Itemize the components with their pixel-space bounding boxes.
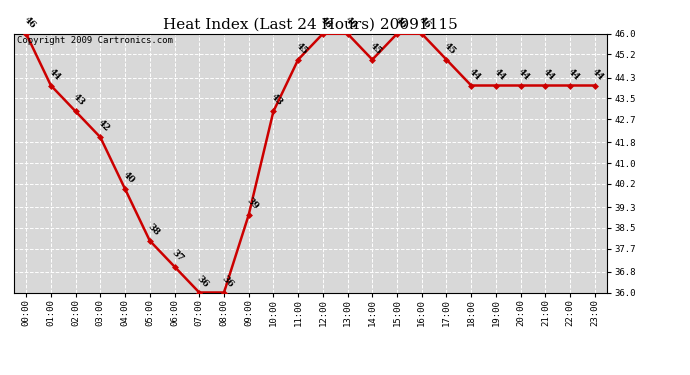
- Text: Copyright 2009 Cartronics.com: Copyright 2009 Cartronics.com: [17, 36, 172, 45]
- Text: 46: 46: [22, 15, 37, 30]
- Text: 44: 44: [492, 67, 507, 82]
- Text: 45: 45: [294, 41, 309, 56]
- Text: 44: 44: [467, 67, 482, 82]
- Text: 36: 36: [195, 274, 210, 289]
- Text: 44: 44: [541, 67, 556, 82]
- Text: 36: 36: [220, 274, 235, 289]
- Text: 46: 46: [344, 15, 359, 30]
- Title: Heat Index (Last 24 Hours) 20091115: Heat Index (Last 24 Hours) 20091115: [163, 17, 458, 31]
- Text: 43: 43: [269, 93, 284, 108]
- Text: 40: 40: [121, 170, 136, 186]
- Text: 37: 37: [170, 248, 186, 263]
- Text: 44: 44: [566, 67, 581, 82]
- Text: 39: 39: [244, 196, 260, 211]
- Text: 46: 46: [393, 15, 408, 30]
- Text: 38: 38: [146, 222, 161, 237]
- Text: 44: 44: [591, 67, 606, 82]
- Text: 44: 44: [47, 67, 62, 82]
- Text: 44: 44: [517, 67, 532, 82]
- Text: 42: 42: [96, 118, 111, 134]
- Text: 46: 46: [319, 15, 334, 30]
- Text: 45: 45: [442, 41, 457, 56]
- Text: 45: 45: [368, 41, 384, 56]
- Text: 43: 43: [72, 93, 87, 108]
- Text: 46: 46: [417, 15, 433, 30]
